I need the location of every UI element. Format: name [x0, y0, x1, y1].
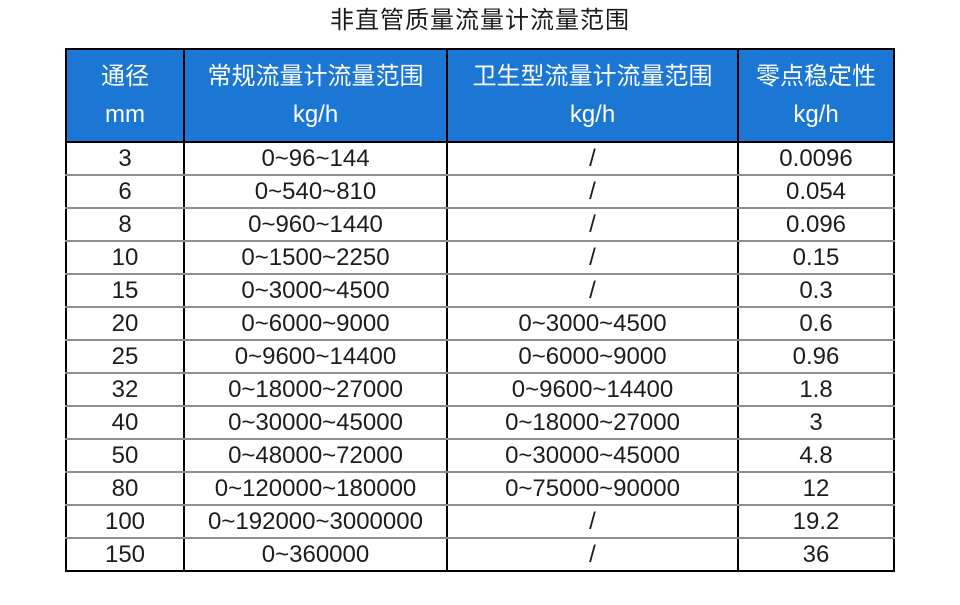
header-diameter-label: 通径 — [101, 62, 149, 90]
cell-sanitary-range: / — [446, 174, 739, 209]
cell-zero-stability: 4.8 — [737, 438, 895, 473]
header-zero-stability: 零点稳定性 kg/h — [737, 48, 895, 143]
cell-sanitary-range: / — [446, 504, 739, 539]
cell-standard-range: 0~6000~9000 — [183, 306, 448, 341]
cell-diameter: 8 — [65, 207, 185, 242]
cell-standard-range: 0~192000~3000000 — [183, 504, 448, 539]
cell-standard-range: 0~360000 — [183, 537, 448, 572]
cell-diameter: 50 — [65, 438, 185, 473]
header-sanitary-range-unit: kg/h — [569, 100, 616, 128]
cell-standard-range: 0~540~810 — [183, 174, 448, 209]
table-row: 50 0~48000~72000 0~30000~45000 4.8 — [65, 438, 895, 473]
cell-standard-range: 0~960~1440 — [183, 207, 448, 242]
flow-range-table: 通径 mm 常规流量计流量范围 kg/h 卫生型流量计流量范围 kg/h 零点稳… — [65, 48, 895, 572]
cell-zero-stability: 0.3 — [737, 273, 895, 308]
table-row: 100 0~192000~3000000 / 19.2 — [65, 504, 895, 539]
cell-zero-stability: 0.0096 — [737, 141, 895, 176]
cell-zero-stability: 36 — [737, 537, 895, 572]
table-row: 32 0~18000~27000 0~9600~14400 1.8 — [65, 372, 895, 407]
cell-diameter: 150 — [65, 537, 185, 572]
table-row: 25 0~9600~14400 0~6000~9000 0.96 — [65, 339, 895, 374]
cell-zero-stability: 0.6 — [737, 306, 895, 341]
cell-sanitary-range: 0~18000~27000 — [446, 405, 739, 440]
cell-diameter: 32 — [65, 372, 185, 407]
cell-standard-range: 0~1500~2250 — [183, 240, 448, 275]
cell-standard-range: 0~48000~72000 — [183, 438, 448, 473]
cell-sanitary-range: 0~6000~9000 — [446, 339, 739, 374]
cell-diameter: 15 — [65, 273, 185, 308]
header-diameter-unit: mm — [105, 100, 145, 128]
header-zero-stability-unit: kg/h — [793, 100, 839, 128]
header-sanitary-range-label: 卫生型流量计流量范围 — [472, 62, 713, 90]
cell-zero-stability: 12 — [737, 471, 895, 506]
cell-zero-stability: 1.8 — [737, 372, 895, 407]
cell-diameter: 3 — [65, 141, 185, 176]
table-row: 150 0~360000 / 36 — [65, 537, 895, 572]
table-row: 15 0~3000~4500 / 0.3 — [65, 273, 895, 308]
cell-zero-stability: 0.96 — [737, 339, 895, 374]
cell-sanitary-range: 0~30000~45000 — [446, 438, 739, 473]
table-row: 10 0~1500~2250 / 0.15 — [65, 240, 895, 275]
table-row: 8 0~960~1440 / 0.096 — [65, 207, 895, 242]
cell-standard-range: 0~30000~45000 — [183, 405, 448, 440]
table-body: 3 0~96~144 / 0.0096 6 0~540~810 / 0.054 … — [65, 141, 895, 572]
header-sanitary-range: 卫生型流量计流量范围 kg/h — [446, 48, 739, 143]
cell-diameter: 20 — [65, 306, 185, 341]
cell-zero-stability: 3 — [737, 405, 895, 440]
cell-standard-range: 0~3000~4500 — [183, 273, 448, 308]
cell-sanitary-range: / — [446, 537, 739, 572]
header-standard-range-label: 常规流量计流量范围 — [207, 62, 424, 90]
cell-diameter: 25 — [65, 339, 185, 374]
cell-sanitary-range: 0~9600~14400 — [446, 372, 739, 407]
cell-sanitary-range: / — [446, 207, 739, 242]
cell-sanitary-range: / — [446, 141, 739, 176]
table-row: 6 0~540~810 / 0.054 — [65, 174, 895, 209]
cell-diameter: 100 — [65, 504, 185, 539]
cell-sanitary-range: / — [446, 240, 739, 275]
cell-sanitary-range: / — [446, 273, 739, 308]
cell-sanitary-range: 0~75000~90000 — [446, 471, 739, 506]
cell-diameter: 40 — [65, 405, 185, 440]
cell-zero-stability: 19.2 — [737, 504, 895, 539]
header-standard-range: 常规流量计流量范围 kg/h — [183, 48, 448, 143]
cell-zero-stability: 0.15 — [737, 240, 895, 275]
table-row: 80 0~120000~180000 0~75000~90000 12 — [65, 471, 895, 506]
header-standard-range-unit: kg/h — [292, 100, 339, 128]
cell-standard-range: 0~18000~27000 — [183, 372, 448, 407]
cell-standard-range: 0~9600~14400 — [183, 339, 448, 374]
cell-zero-stability: 0.096 — [737, 207, 895, 242]
header-row: 通径 mm 常规流量计流量范围 kg/h 卫生型流量计流量范围 kg/h 零点稳… — [65, 48, 895, 143]
header-zero-stability-label: 零点稳定性 — [756, 62, 876, 90]
table-header: 通径 mm 常规流量计流量范围 kg/h 卫生型流量计流量范围 kg/h 零点稳… — [65, 48, 895, 143]
table-row: 20 0~6000~9000 0~3000~4500 0.6 — [65, 306, 895, 341]
header-diameter: 通径 mm — [65, 48, 185, 143]
cell-diameter: 80 — [65, 471, 185, 506]
cell-zero-stability: 0.054 — [737, 174, 895, 209]
cell-diameter: 10 — [65, 240, 185, 275]
cell-standard-range: 0~96~144 — [183, 141, 448, 176]
cell-standard-range: 0~120000~180000 — [183, 471, 448, 506]
cell-sanitary-range: 0~3000~4500 — [446, 306, 739, 341]
cell-diameter: 6 — [65, 174, 185, 209]
table-row: 3 0~96~144 / 0.0096 — [65, 141, 895, 176]
page-title: 非直管质量流量计流量范围 — [330, 7, 630, 34]
table-row: 40 0~30000~45000 0~18000~27000 3 — [65, 405, 895, 440]
